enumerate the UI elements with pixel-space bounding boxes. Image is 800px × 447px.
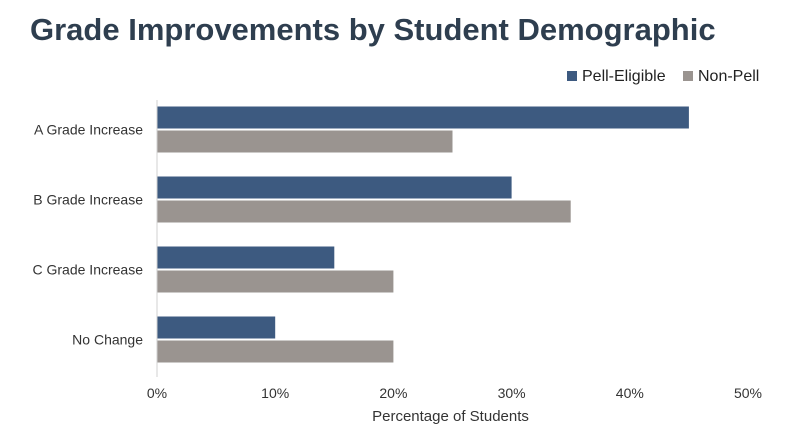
x-tick-label: 50%	[734, 385, 762, 401]
bar-pell-eligible-b-grade-increase	[157, 176, 512, 199]
legend-label: Pell-Eligible	[582, 68, 666, 85]
x-tick-label: 10%	[261, 385, 289, 401]
bar-non-pell-a-grade-increase	[157, 130, 453, 153]
category-label: A Grade Increase	[34, 122, 143, 138]
bars-group	[157, 106, 689, 363]
legend-swatch-non-pell	[683, 71, 693, 81]
chart-title: Grade Improvements by Student Demographi…	[30, 12, 716, 47]
bar-pell-eligible-no-change	[157, 316, 276, 339]
bar-non-pell-c-grade-increase	[157, 270, 394, 293]
x-tick-label: 30%	[498, 385, 526, 401]
x-tick-label: 40%	[616, 385, 644, 401]
x-tick-label: 0%	[147, 385, 167, 401]
bar-pell-eligible-a-grade-increase	[157, 106, 689, 129]
bar-pell-eligible-c-grade-increase	[157, 246, 335, 269]
category-labels: A Grade Increase B Grade Increase C Grade …	[33, 122, 144, 348]
category-label: No Change	[72, 332, 143, 348]
x-axis-label: Percentage of Students	[372, 408, 529, 425]
category-label: C Grade Increase	[33, 262, 144, 278]
x-tick-label: 20%	[379, 385, 407, 401]
legend-swatch-pell-eligible	[567, 71, 577, 81]
bar-non-pell-no-change	[157, 340, 394, 363]
legend: Pell-Eligible Non-Pell	[567, 68, 759, 85]
bar-non-pell-b-grade-increase	[157, 200, 571, 223]
legend-label: Non-Pell	[698, 68, 759, 85]
x-tick-labels: 0% 10% 20% 30% 40% 50%	[147, 385, 762, 401]
category-label: B Grade Increase	[33, 192, 143, 208]
